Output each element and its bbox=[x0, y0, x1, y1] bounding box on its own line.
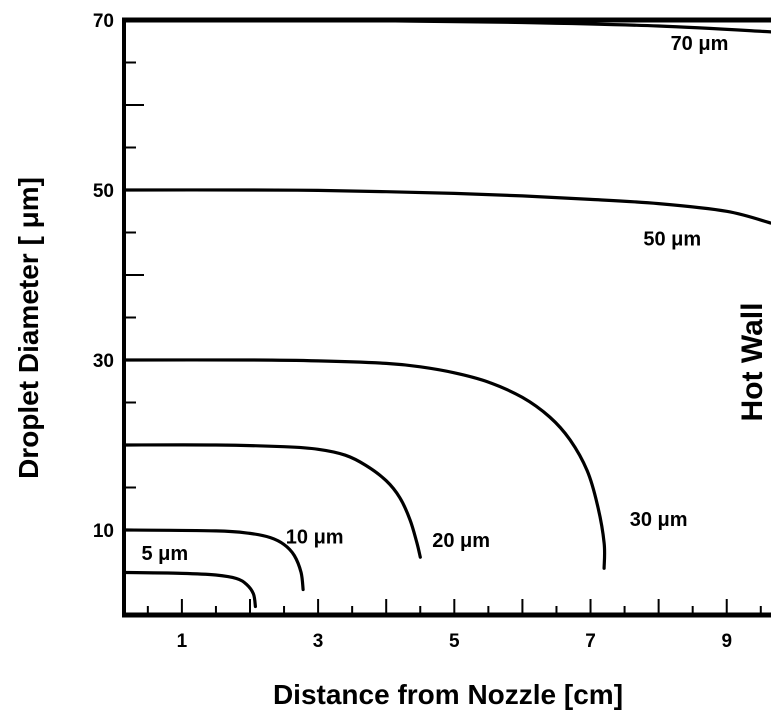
x-tick-label: 7 bbox=[585, 631, 596, 652]
series-curve-4 bbox=[122, 528, 305, 592]
hot-wall-annotation: Hot Wall bbox=[736, 303, 769, 422]
x-axis-label: Distance from Nozzle [cm] bbox=[273, 679, 623, 710]
series-curve-1 bbox=[122, 188, 771, 225]
axis-ticks: 10 30 50 70 1 3 5 7 9 bbox=[93, 11, 762, 652]
curve-label-3: 20 μm bbox=[432, 530, 490, 552]
curve-labels: 70 μm 50 μm 30 μm 20 μm 10 μm 5 μm bbox=[142, 33, 729, 565]
series-curve-3 bbox=[122, 443, 422, 559]
y-tick-label: 30 bbox=[93, 351, 114, 372]
y-tick-label: 70 bbox=[93, 11, 114, 32]
y-axis-label: Droplet Diameter [ μm] bbox=[13, 177, 44, 479]
curve-label-1: 50 μm bbox=[643, 228, 701, 250]
x-tick-label: 1 bbox=[177, 631, 188, 652]
series-curve-0 bbox=[122, 18, 771, 34]
x-tick-label: 3 bbox=[313, 631, 324, 652]
curve-label-0: 70 μm bbox=[671, 33, 729, 55]
y-tick-label: 10 bbox=[93, 521, 114, 542]
series-curve-5 bbox=[122, 570, 257, 609]
curve-label-2: 30 μm bbox=[630, 509, 688, 531]
y-tick-label: 50 bbox=[93, 181, 114, 202]
series-curve-2 bbox=[122, 358, 607, 570]
x-tick-label: 9 bbox=[721, 631, 732, 652]
x-tick-label: 5 bbox=[449, 631, 460, 652]
curve-label-4: 10 μm bbox=[286, 527, 344, 549]
series-curves bbox=[122, 18, 771, 609]
curve-label-5: 5 μm bbox=[142, 543, 189, 565]
